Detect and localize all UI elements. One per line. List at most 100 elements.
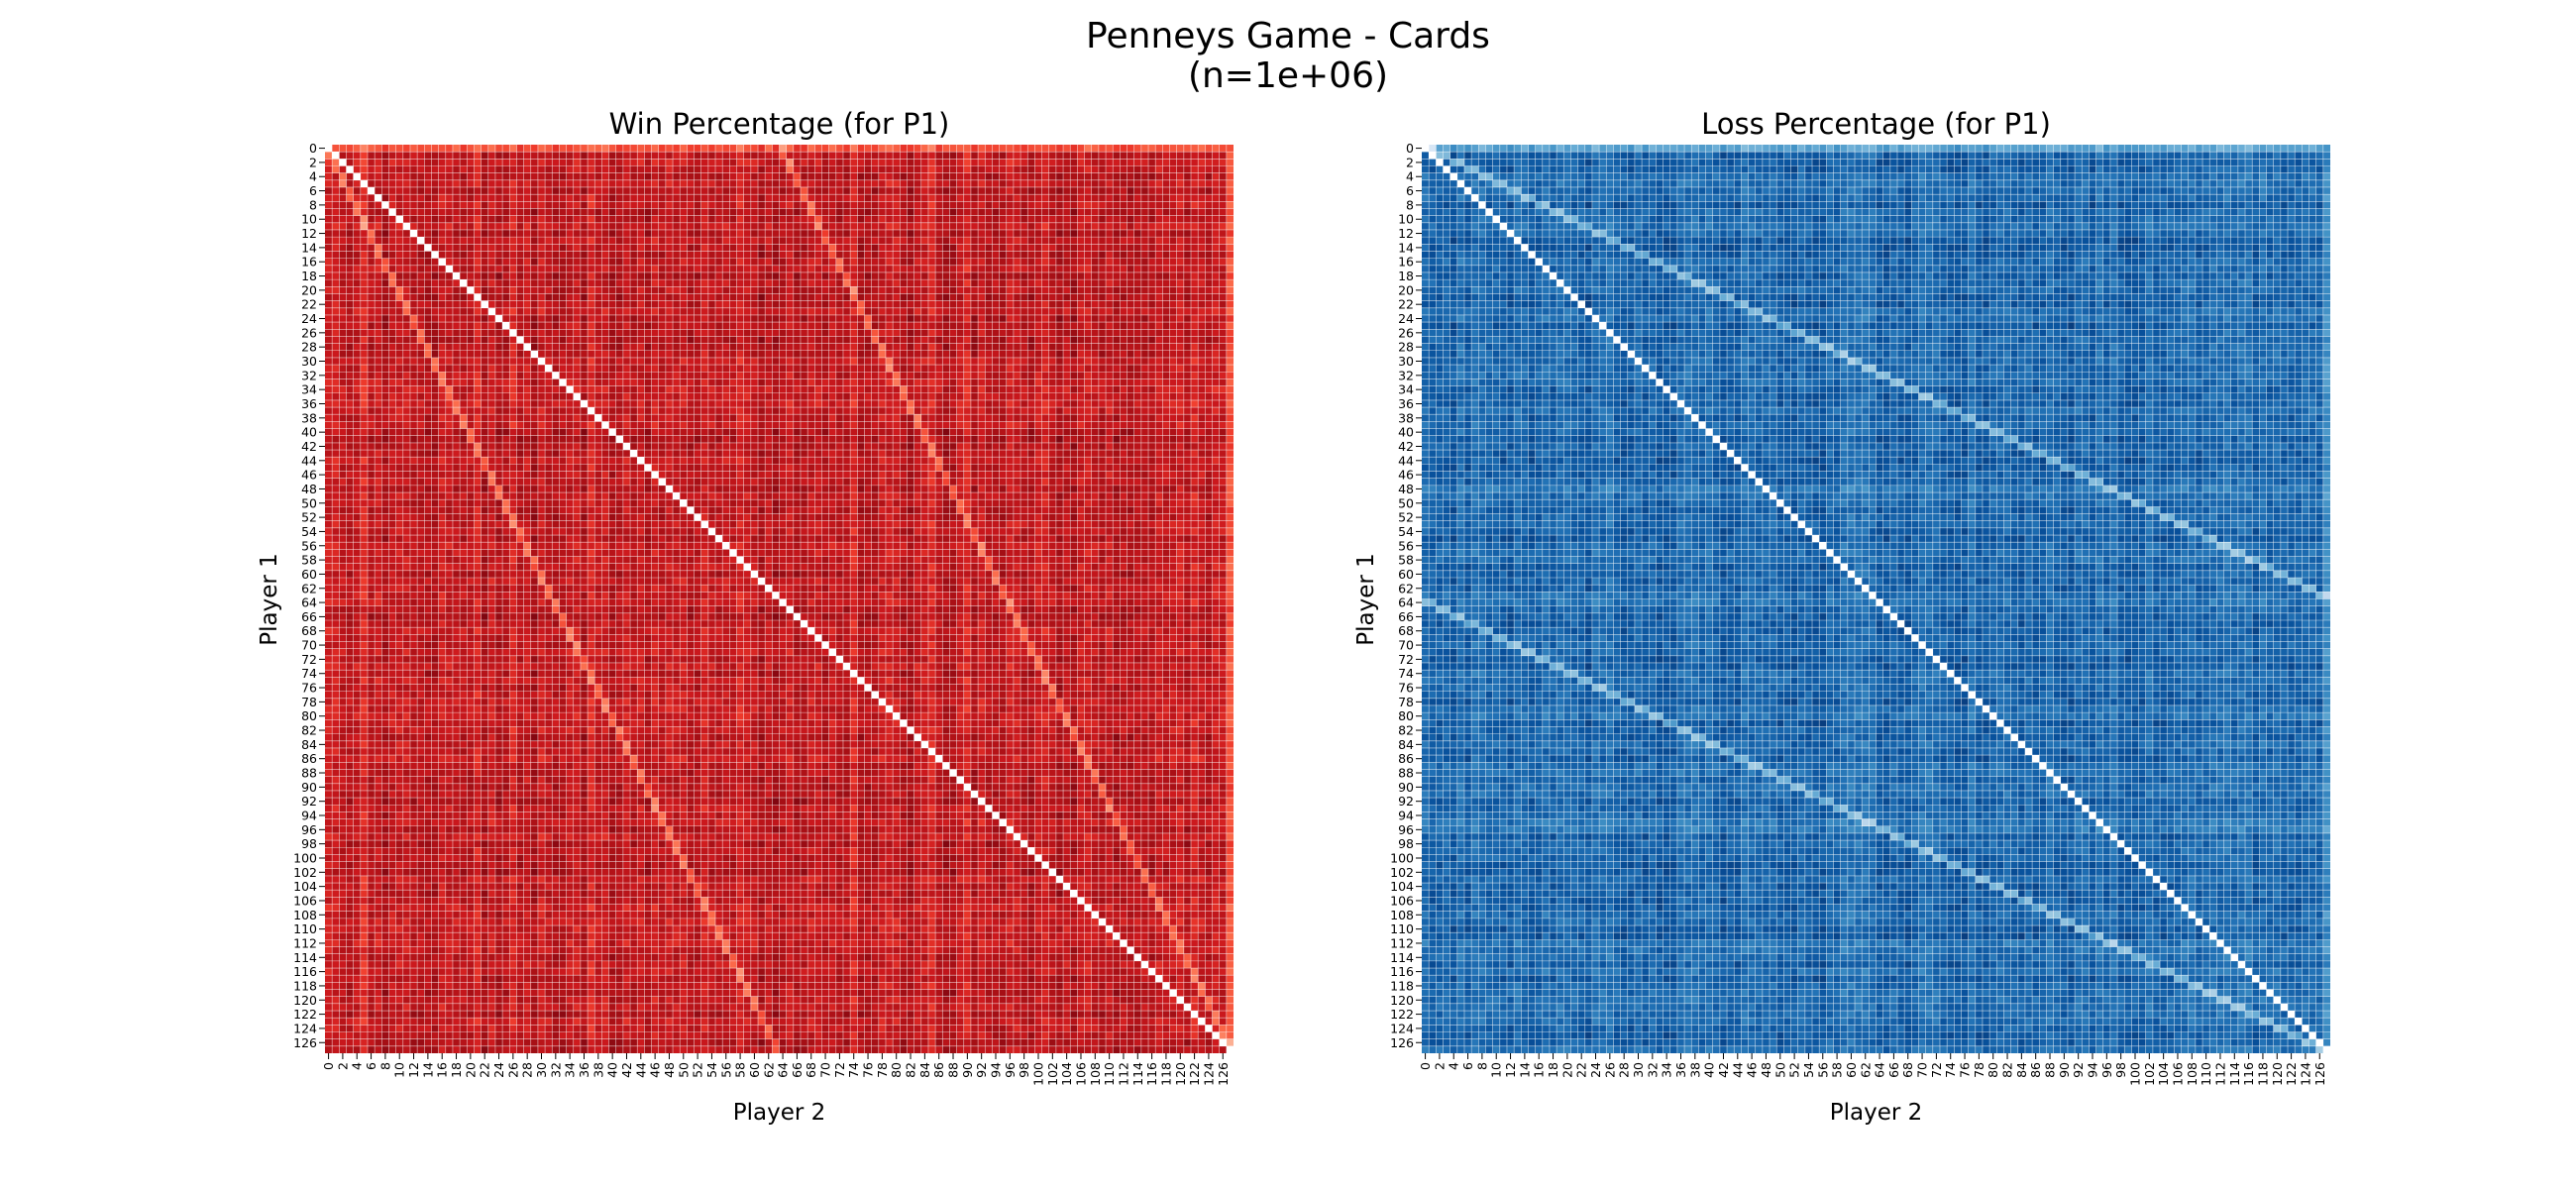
y-tick-label: 92 xyxy=(301,794,317,809)
y-tick-label: 50 xyxy=(1398,495,1414,510)
y-tick-label: 106 xyxy=(1390,893,1414,908)
x-tick-label: 52 xyxy=(691,1062,705,1078)
x-tick-label: 22 xyxy=(1574,1062,1589,1078)
y-tick-label: 110 xyxy=(1390,921,1414,936)
y-tick-label: 6 xyxy=(1406,183,1414,198)
x-tick-label: 72 xyxy=(1929,1062,1944,1078)
x-tick-label: 28 xyxy=(1617,1062,1632,1078)
y-tick-label: 2 xyxy=(309,155,317,169)
x-tick-label: 120 xyxy=(2270,1062,2285,1086)
x-tick-label: 72 xyxy=(832,1062,847,1078)
figure-title-line1: Penneys Game - Cards xyxy=(1086,16,1490,56)
y-tick-label: 110 xyxy=(293,921,317,936)
y-tick-label: 0 xyxy=(1406,141,1414,156)
x-tick-label: 50 xyxy=(1772,1062,1787,1078)
y-tick-label: 90 xyxy=(301,780,317,795)
y-tick-label: 60 xyxy=(1398,567,1414,582)
x-tick-label: 32 xyxy=(548,1062,563,1078)
x-tick-label: 126 xyxy=(2312,1062,2327,1086)
y-tick-label: 104 xyxy=(293,879,317,894)
y-tick-label: 20 xyxy=(1398,282,1414,297)
y-tick-label: 40 xyxy=(301,425,317,440)
y-tick-label: 0 xyxy=(309,141,317,156)
x-tick-label: 42 xyxy=(1716,1062,1731,1078)
x-tick-label: 64 xyxy=(1873,1062,1887,1078)
x-tick-label: 12 xyxy=(1503,1062,1518,1078)
x-tick-label: 6 xyxy=(1460,1062,1475,1070)
x-tick-label: 4 xyxy=(1447,1062,1461,1070)
y-tick-label: 28 xyxy=(1398,340,1414,355)
y-tick-label: 84 xyxy=(1398,737,1414,752)
y-tick-label: 6 xyxy=(309,183,317,198)
x-tick-label: 116 xyxy=(2241,1062,2256,1086)
x-tick-label: 116 xyxy=(1144,1062,1159,1086)
x-tick-label: 68 xyxy=(804,1062,818,1078)
x-tick-label: 20 xyxy=(1559,1062,1574,1078)
x-tick-label: 40 xyxy=(605,1062,620,1078)
y-tick-label: 96 xyxy=(1398,822,1414,837)
x-tick-label: 10 xyxy=(392,1062,407,1078)
x-tick-label: 26 xyxy=(505,1062,520,1078)
x-tick-label: 16 xyxy=(435,1062,450,1078)
y-tick-label: 94 xyxy=(301,809,317,823)
x-tick-label: 80 xyxy=(1986,1062,2000,1078)
x-tick-label: 104 xyxy=(1059,1062,1074,1086)
y-tick-label: 36 xyxy=(1398,396,1414,411)
y-tick-label: 16 xyxy=(1398,255,1414,270)
y-tick-label: 100 xyxy=(293,850,317,865)
x-tick-label: 114 xyxy=(1130,1062,1145,1086)
y-tick-label: 46 xyxy=(301,468,317,483)
y-tick-label: 18 xyxy=(1398,269,1414,283)
x-tick-label: 78 xyxy=(875,1062,890,1078)
x-tick-label: 74 xyxy=(1943,1062,1958,1078)
y-tick-label: 78 xyxy=(301,695,317,709)
y-tick-label: 58 xyxy=(301,553,317,568)
x-tick-label: 46 xyxy=(648,1062,663,1078)
y-tick-label: 82 xyxy=(301,723,317,738)
heatmap-gridlines xyxy=(325,145,1234,1053)
y-tick-label: 100 xyxy=(1390,850,1414,865)
x-tick-label: 68 xyxy=(1900,1062,1915,1078)
y-tick-label: 64 xyxy=(301,595,317,610)
y-tick-label: 114 xyxy=(293,950,317,965)
y-tick-label: 32 xyxy=(1398,368,1414,382)
y-tick-label: 12 xyxy=(1398,226,1414,241)
y-tick-label: 126 xyxy=(1390,1035,1414,1050)
y-tick-label: 78 xyxy=(1398,695,1414,709)
y-tick-label: 96 xyxy=(301,822,317,837)
x-tick-label: 58 xyxy=(733,1062,748,1078)
x-tick-label: 108 xyxy=(2185,1062,2200,1086)
x-tick-label: 34 xyxy=(1660,1062,1674,1078)
y-tick-label: 38 xyxy=(301,410,317,425)
y-tick-label: 14 xyxy=(301,240,317,255)
x-tick-label: 106 xyxy=(1073,1062,1088,1086)
y-tick-label: 102 xyxy=(293,865,317,880)
x-tick-label: 122 xyxy=(1187,1062,1202,1086)
x-tick-label: 92 xyxy=(974,1062,989,1078)
x-tick-label: 54 xyxy=(704,1062,719,1078)
x-tick-label: 2 xyxy=(335,1062,350,1070)
x-tick-label: 44 xyxy=(633,1062,648,1078)
x-tick-label: 10 xyxy=(1489,1062,1504,1078)
figure-title-line2: (n=1e+06) xyxy=(1187,55,1389,96)
x-tick-label: 112 xyxy=(2212,1062,2227,1086)
y-tick-label: 80 xyxy=(301,708,317,723)
y-tick-label: 88 xyxy=(1398,766,1414,781)
y-tick-label: 74 xyxy=(1398,666,1414,681)
x-tick-label: 56 xyxy=(1815,1062,1830,1078)
x-tick-label: 56 xyxy=(718,1062,733,1078)
y-tick-label: 92 xyxy=(1398,794,1414,809)
x-tick-label: 76 xyxy=(1958,1062,1973,1078)
y-tick-label: 126 xyxy=(293,1035,317,1050)
y-tick-label: 2 xyxy=(1406,155,1414,169)
y-tick-label: 82 xyxy=(1398,723,1414,738)
x-tick-label: 28 xyxy=(520,1062,535,1078)
y-tick-label: 20 xyxy=(301,282,317,297)
x-tick-label: 14 xyxy=(1517,1062,1532,1078)
y-tick-label: 40 xyxy=(1398,425,1414,440)
y-tick-label: 10 xyxy=(301,212,317,227)
x-tick-label: 120 xyxy=(1173,1062,1188,1086)
y-tick-label: 86 xyxy=(1398,751,1414,766)
